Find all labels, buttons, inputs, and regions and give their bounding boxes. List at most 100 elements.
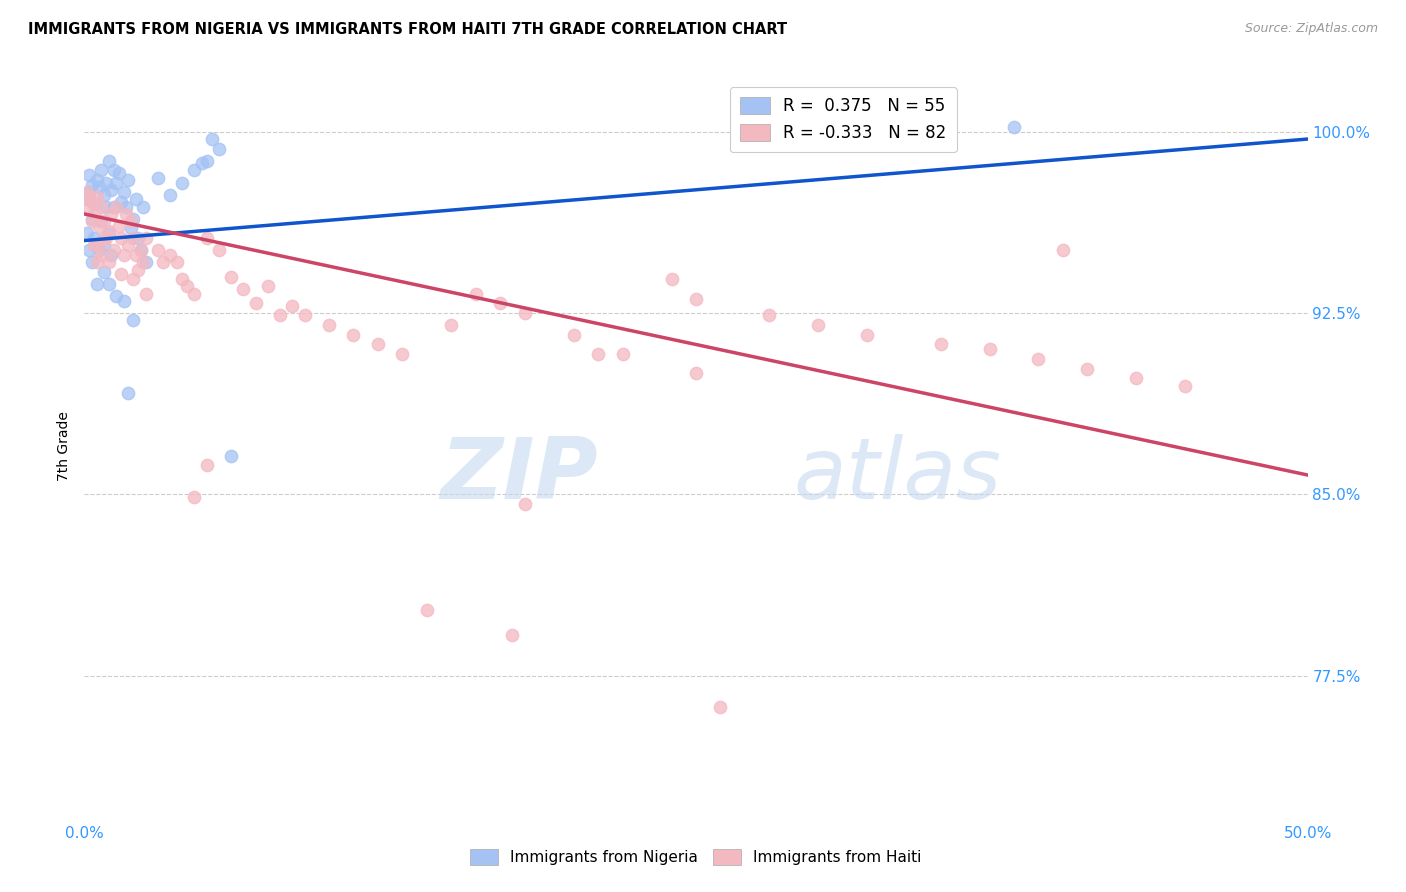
Point <box>127 231 149 245</box>
Point <box>87 180 110 194</box>
Point <box>125 248 148 262</box>
Point <box>103 200 125 214</box>
Point <box>76 193 98 207</box>
Point <box>125 193 148 207</box>
Point <box>96 200 118 214</box>
Point <box>269 309 291 323</box>
Point <box>120 221 142 235</box>
Point <box>513 306 536 320</box>
Point <box>1028 351 1050 366</box>
Legend: Immigrants from Nigeria, Immigrants from Haiti: Immigrants from Nigeria, Immigrants from… <box>463 842 929 873</box>
Point <box>117 385 139 400</box>
Point <box>135 231 157 245</box>
Point <box>112 248 135 262</box>
Point <box>685 367 707 381</box>
Point <box>342 327 364 342</box>
Point <box>110 268 132 282</box>
Text: ZIP: ZIP <box>440 434 598 517</box>
Point <box>90 214 112 228</box>
Point <box>97 224 120 238</box>
Point <box>1125 371 1147 385</box>
Text: Source: ZipAtlas.com: Source: ZipAtlas.com <box>1244 22 1378 36</box>
Point <box>93 238 115 252</box>
Point <box>97 255 120 269</box>
Point <box>86 277 108 291</box>
Point <box>110 231 132 245</box>
Point <box>80 211 103 226</box>
Point <box>117 238 139 252</box>
Point <box>146 170 169 185</box>
Point <box>122 272 145 286</box>
Point <box>115 200 138 214</box>
Point <box>200 132 222 146</box>
Point <box>90 248 112 262</box>
Point <box>80 178 103 192</box>
Point <box>661 272 683 286</box>
Point <box>172 176 194 190</box>
Point <box>245 296 267 310</box>
Point <box>513 497 536 511</box>
Point <box>709 700 731 714</box>
Point <box>87 219 110 233</box>
Point <box>929 337 952 351</box>
Point <box>93 214 115 228</box>
Point <box>105 289 128 303</box>
Text: IMMIGRANTS FROM NIGERIA VS IMMIGRANTS FROM HAITI 7TH GRADE CORRELATION CHART: IMMIGRANTS FROM NIGERIA VS IMMIGRANTS FR… <box>28 22 787 37</box>
Point <box>1002 120 1025 134</box>
Point <box>129 244 152 258</box>
Point <box>612 347 634 361</box>
Point <box>86 255 108 269</box>
Point <box>191 156 214 170</box>
Point <box>232 282 254 296</box>
Point <box>103 163 125 178</box>
Point <box>100 183 122 197</box>
Point <box>1076 361 1098 376</box>
Point <box>132 255 155 269</box>
Point <box>110 194 132 209</box>
Point <box>159 248 181 262</box>
Point <box>1174 378 1197 392</box>
Point <box>195 153 218 168</box>
Point <box>502 627 524 641</box>
Point <box>152 255 174 269</box>
Point <box>112 185 135 199</box>
Point <box>77 169 100 183</box>
Point <box>115 207 138 221</box>
Point <box>758 309 780 323</box>
Point <box>90 200 112 214</box>
Point <box>195 231 218 245</box>
Point <box>100 248 122 262</box>
Point <box>208 244 231 258</box>
Point <box>107 166 129 180</box>
Point <box>416 603 439 617</box>
Point <box>257 279 280 293</box>
Point <box>176 279 198 293</box>
Point <box>100 207 122 221</box>
Point <box>103 244 125 258</box>
Point <box>219 449 242 463</box>
Point <box>122 211 145 226</box>
Text: atlas: atlas <box>794 434 1002 517</box>
Point <box>77 185 100 199</box>
Point <box>166 255 188 269</box>
Point <box>562 327 585 342</box>
Point <box>281 299 304 313</box>
Point <box>489 296 512 310</box>
Point <box>83 231 105 245</box>
Point <box>129 244 152 258</box>
Point <box>93 265 115 279</box>
Point <box>107 219 129 233</box>
Point <box>97 153 120 168</box>
Point <box>183 490 205 504</box>
Point <box>83 197 105 211</box>
Point <box>219 269 242 284</box>
Point <box>83 238 105 252</box>
Point <box>97 227 120 241</box>
Point <box>1052 244 1074 258</box>
Point <box>77 200 100 214</box>
Point <box>93 187 115 202</box>
Point <box>86 173 108 187</box>
Point <box>76 185 98 199</box>
Point <box>172 272 194 286</box>
Point <box>132 200 155 214</box>
